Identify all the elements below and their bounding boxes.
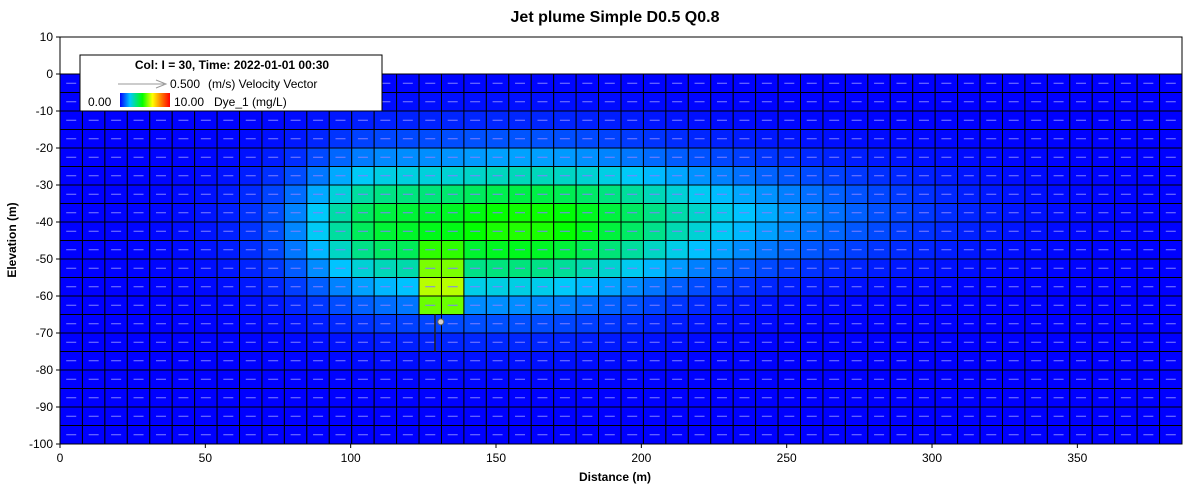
y-tick-label: -60 bbox=[36, 289, 54, 303]
y-tick-label: -80 bbox=[36, 363, 54, 377]
y-tick-label: -40 bbox=[36, 215, 54, 229]
y-tick-label: -30 bbox=[36, 178, 54, 192]
x-tick-label: 150 bbox=[486, 451, 506, 465]
vector-legend-label: (m/s) Velocity Vector bbox=[208, 77, 317, 91]
y-tick-label: -90 bbox=[36, 400, 54, 414]
y-tick-label: 10 bbox=[40, 30, 54, 44]
colorbar-max-label: 10.00 bbox=[174, 95, 204, 109]
chart-title: Jet plume Simple D0.5 Q0.8 bbox=[511, 9, 720, 26]
x-tick-label: 0 bbox=[57, 451, 64, 465]
legend-header: Col: I = 30, Time: 2022-01-01 00:30 bbox=[135, 58, 330, 72]
y-tick-label: -10 bbox=[36, 104, 54, 118]
y-tick-label: -50 bbox=[36, 252, 54, 266]
y-axis: 10 0 -10 -20 -30 -40 -50 -60 -70 -80 -90 -100 bbox=[29, 30, 60, 451]
y-axis-label: Elevation (m) bbox=[5, 202, 19, 277]
x-tick-label: 300 bbox=[922, 451, 942, 465]
colorbar bbox=[120, 93, 170, 107]
legend-box: Col: I = 30, Time: 2022-01-01 00:30 0.50… bbox=[79, 54, 383, 112]
colorbar-min-label: 0.00 bbox=[88, 95, 112, 109]
colorbar-variable-label: Dye_1 (mg/L) bbox=[214, 95, 287, 109]
vector-legend-arrow-icon bbox=[118, 79, 168, 89]
velocity-vectors bbox=[66, 82, 1176, 436]
y-tick-label: 0 bbox=[46, 67, 53, 81]
x-axis: 0 50 100 150 200 250 300 350 bbox=[57, 444, 1088, 465]
plot-frame bbox=[59, 36, 1183, 445]
diffuser-port bbox=[437, 318, 445, 326]
heat-cells bbox=[59, 73, 1183, 445]
x-tick-label: 50 bbox=[199, 451, 213, 465]
x-tick-label: 350 bbox=[1067, 451, 1087, 465]
x-axis-label: Distance (m) bbox=[579, 470, 651, 484]
diffuser-marker bbox=[434, 314, 445, 352]
x-tick-label: 250 bbox=[777, 451, 797, 465]
x-tick-label: 100 bbox=[341, 451, 361, 465]
vector-legend-magnitude: 0.500 bbox=[170, 77, 200, 91]
x-tick-label: 200 bbox=[631, 451, 651, 465]
y-tick-label: -100 bbox=[29, 437, 53, 451]
y-tick-label: -70 bbox=[36, 326, 54, 340]
y-tick-label: -20 bbox=[36, 141, 54, 155]
